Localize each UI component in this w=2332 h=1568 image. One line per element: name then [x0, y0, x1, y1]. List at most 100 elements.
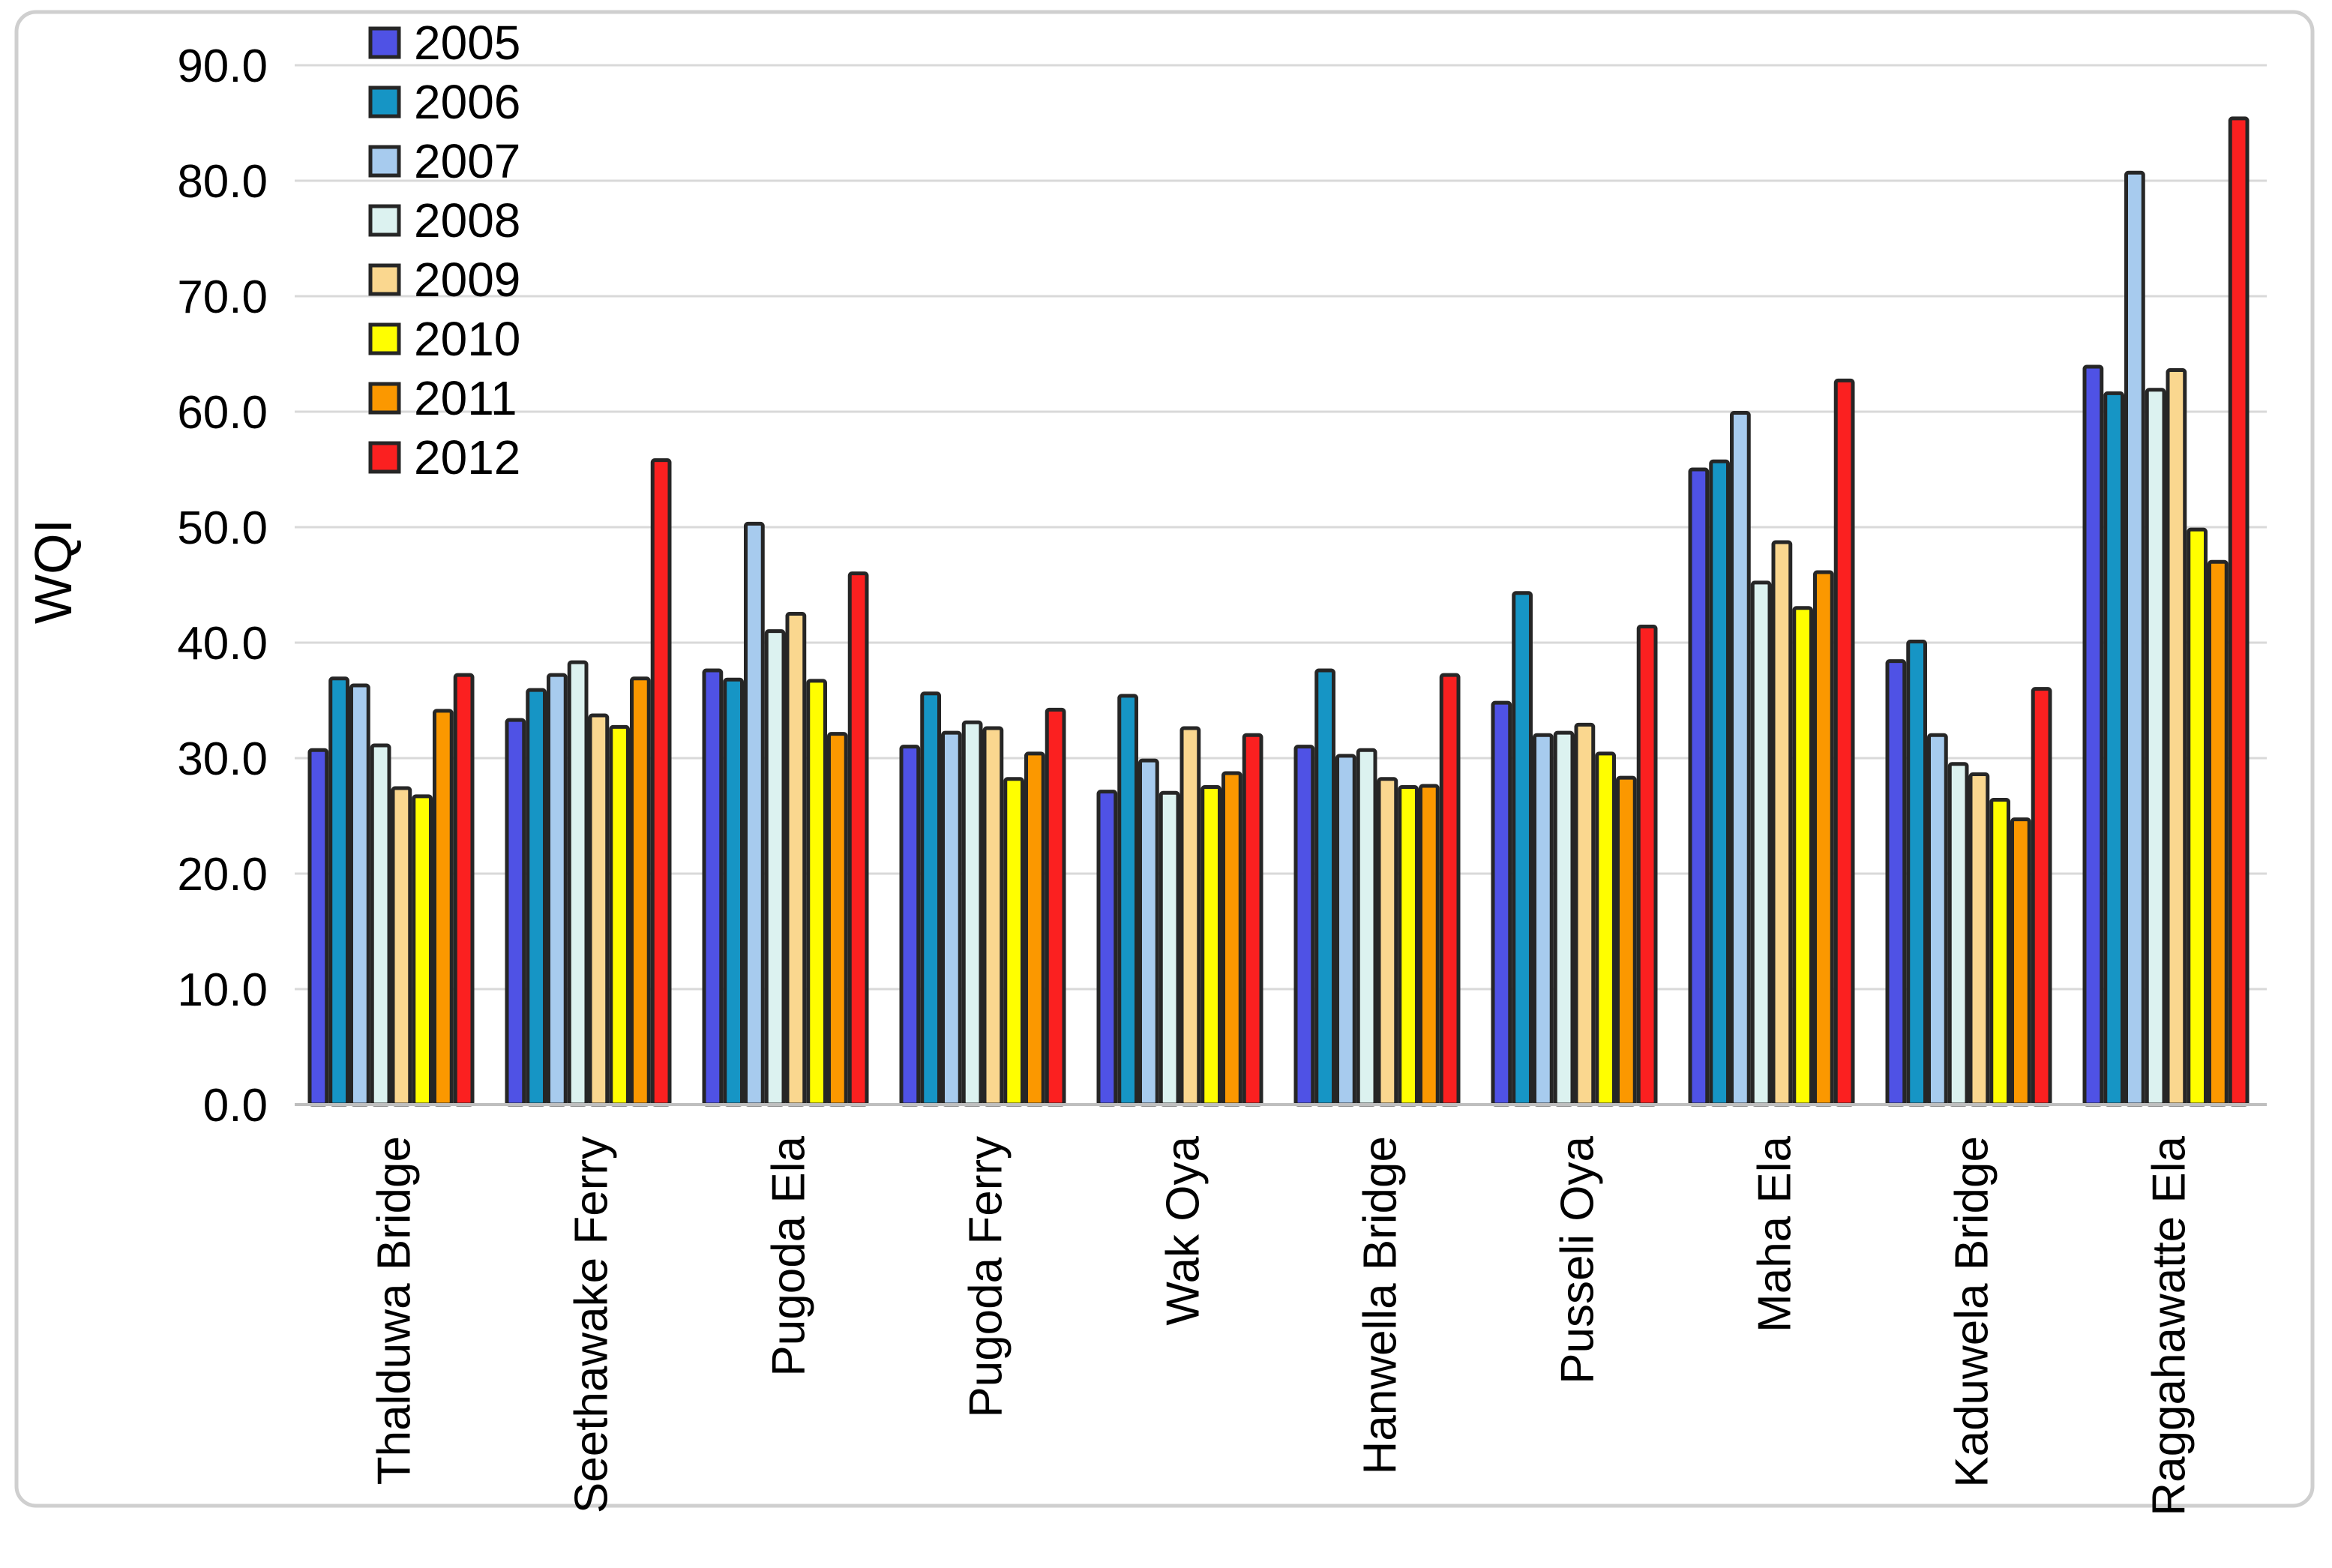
bar-2009-hanwella-bridge [1377, 777, 1398, 1107]
bar-2012-kaduwela-bridge [2031, 687, 2052, 1107]
legend-swatch-2006 [368, 85, 401, 118]
legend-swatch-2005 [368, 26, 401, 59]
bar-2007-kaduwela-bridge [1927, 733, 1948, 1107]
y-axis-title: WQI [24, 519, 82, 624]
bar-2010-thalduwa-bridge [412, 794, 433, 1107]
bar-2008-pugoda-ela [764, 629, 786, 1107]
x-category-label: Pugoda Ferry [961, 1136, 1012, 1418]
x-category-label: Maha Ela [1749, 1135, 1801, 1332]
x-category-label: Pusseli Oya [1552, 1135, 1604, 1384]
bar-2009-thalduwa-bridge [391, 786, 412, 1107]
bar-2009-kaduwela-bridge [1968, 772, 1990, 1107]
bar-2008-wak-oya [1159, 790, 1180, 1107]
x-category-label: Seethawake Ferry [566, 1136, 618, 1513]
bar-2008-seethawake-ferry [567, 660, 589, 1107]
bar-2012-seethawake-ferry [650, 458, 672, 1107]
x-category-label: Raggahawatte Ela [2144, 1135, 2196, 1516]
bar-2005-maha-ela [1688, 467, 1710, 1107]
bar-2007-pugoda-ela [744, 521, 765, 1107]
bar-2007-thalduwa-bridge [349, 683, 370, 1107]
bar-2011-pugoda-ferry [1024, 751, 1045, 1107]
bar-2012-pugoda-ela [847, 571, 869, 1107]
bar-2006-pugoda-ferry [920, 691, 941, 1107]
bar-2009-wak-oya [1179, 726, 1201, 1107]
legend-swatch-2007 [368, 145, 401, 178]
bar-2009-pugoda-ferry [982, 726, 1004, 1107]
y-tick-label: 0.0 [203, 1080, 268, 1132]
legend-swatch-2008 [368, 204, 401, 237]
bar-2006-kaduwela-bridge [1906, 639, 1927, 1107]
bar-2011-raggahawatte-ela [2208, 559, 2229, 1107]
bar-2010-maha-ela [1792, 606, 1813, 1107]
bar-2010-pusseli-oya [1595, 751, 1616, 1107]
figure-border [14, 10, 2315, 1508]
bar-2006-pusseli-oya [1512, 591, 1533, 1107]
bar-2011-maha-ela [1813, 570, 1834, 1107]
bar-2007-hanwella-bridge [1335, 754, 1356, 1107]
bar-2006-hanwella-bridge [1314, 668, 1335, 1107]
x-category-label: Wak Oya [1158, 1135, 1209, 1325]
x-category-label-group: Thalduwa Bridge Seethawake Ferry Pugoda El… [369, 1135, 2196, 1516]
bar-2005-thalduwa-bridge [307, 748, 329, 1107]
bar-2012-raggahawatte-ela [2228, 116, 2250, 1107]
bar-2008-pugoda-ferry [961, 720, 983, 1107]
bar-2012-wak-oya [1242, 733, 1263, 1107]
x-category-label: Pugoda Ela [763, 1135, 815, 1376]
bar-2007-pusseli-oya [1533, 733, 1554, 1107]
bar-2005-pusseli-oya [1491, 700, 1512, 1107]
bar-2011-kaduwela-bridge [2010, 817, 2031, 1107]
y-tick-label: 70.0 [177, 271, 268, 323]
bar-2010-raggahawatte-ela [2187, 527, 2208, 1107]
bar-2011-seethawake-ferry [630, 676, 651, 1107]
x-category-label: Kaduwela Bridge [1947, 1136, 1998, 1488]
bar-2011-hanwella-bridge [1419, 784, 1440, 1107]
bar-2012-hanwella-bridge [1439, 673, 1461, 1107]
bar-2012-maha-ela [1833, 378, 1855, 1107]
bar-2007-pugoda-ferry [941, 730, 962, 1107]
bar-2007-wak-oya [1138, 758, 1159, 1107]
x-category-label: Hanwella Bridge [1355, 1136, 1407, 1474]
bar-2006-seethawake-ferry [526, 688, 547, 1107]
bar-2010-pugoda-ferry [1003, 777, 1024, 1107]
bar-2011-thalduwa-bridge [433, 709, 454, 1107]
bar-2012-pugoda-ferry [1045, 707, 1066, 1107]
bar-2006-maha-ela [1709, 459, 1730, 1107]
bar-2010-seethawake-ferry [609, 724, 630, 1107]
bar-2007-maha-ela [1730, 411, 1751, 1107]
bar-2012-thalduwa-bridge [453, 673, 475, 1107]
legend-label-2011: 2011 [414, 371, 517, 425]
legend-label-2007: 2007 [414, 134, 520, 188]
x-category-label: Thalduwa Bridge [369, 1136, 421, 1485]
bar-2011-pusseli-oya [1616, 775, 1637, 1107]
legend-label-2005: 2005 [414, 16, 520, 70]
bar-2012-pusseli-oya [1636, 624, 1658, 1107]
bar-2005-pugoda-ferry [899, 745, 921, 1107]
bar-2007-raggahawatte-ela [2124, 170, 2145, 1107]
y-tick-label: 60.0 [177, 387, 268, 439]
bar-2008-pusseli-oya [1553, 730, 1575, 1107]
legend-swatch-2012 [368, 441, 401, 474]
y-tick-label: 50.0 [177, 502, 268, 554]
bar-2005-raggahawatte-ela [2082, 364, 2104, 1107]
bar-2005-kaduwela-bridge [1885, 659, 1907, 1107]
y-tick-label-group: 0.0 10.0 20.0 30.0 40.0 50.0 60.0 70.0 80.0 90.0 [177, 40, 268, 1132]
bar-2005-pugoda-ela [702, 668, 724, 1107]
legend-label-2009: 2009 [414, 253, 520, 307]
bar-2006-thalduwa-bridge [328, 676, 349, 1107]
bar-2006-wak-oya [1117, 694, 1138, 1107]
bar-2005-seethawake-ferry [505, 718, 526, 1107]
y-tick-label: 90.0 [177, 40, 268, 92]
bar-2011-pugoda-ela [827, 732, 848, 1107]
bar-2010-pugoda-ela [806, 679, 827, 1107]
bar-2006-pugoda-ela [723, 677, 744, 1107]
bar-2010-kaduwela-bridge [1989, 797, 2010, 1107]
legend-swatch-2011 [368, 382, 401, 415]
bar-2008-maha-ela [1750, 580, 1772, 1107]
y-tick-label: 30.0 [177, 733, 268, 785]
bar-2010-wak-oya [1200, 785, 1221, 1107]
bar-2009-pusseli-oya [1574, 722, 1596, 1107]
bar-2009-raggahawatte-ela [2166, 368, 2187, 1107]
bar-2009-maha-ela [1771, 540, 1793, 1107]
